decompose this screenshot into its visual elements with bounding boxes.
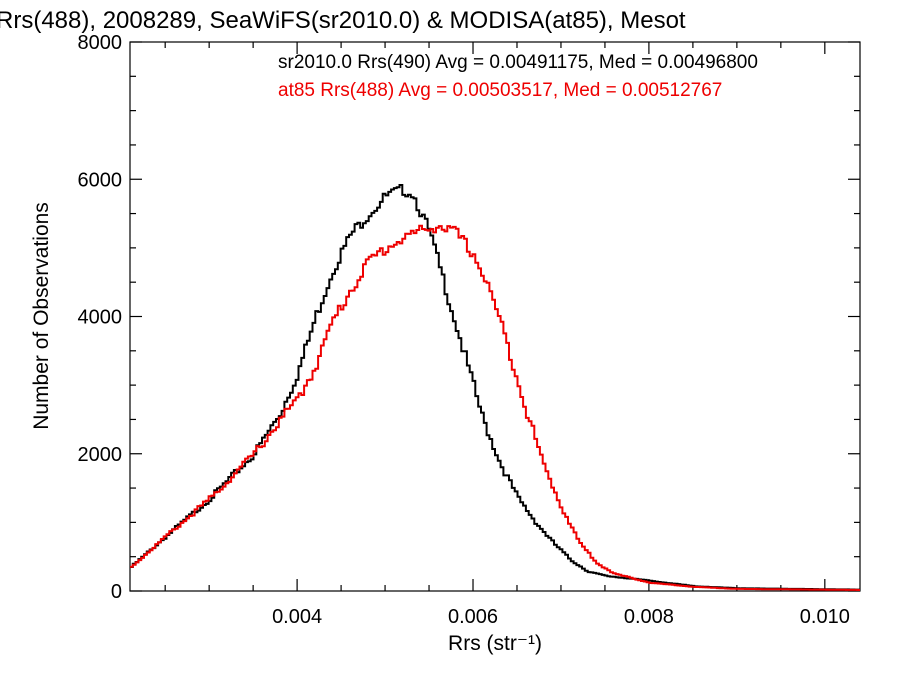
series-sr2010-histogram bbox=[130, 184, 860, 591]
y-tick-label: 6000 bbox=[78, 169, 123, 191]
series-at85-histogram bbox=[130, 224, 860, 591]
legend-entry-red-series: at85 Rrs(488) Avg = 0.00503517, Med = 0.… bbox=[278, 80, 722, 101]
x-tick-label: 0.006 bbox=[448, 606, 498, 628]
x-tick-label: 0.008 bbox=[624, 606, 674, 628]
x-axis-label: Rrs (str⁻¹) bbox=[448, 632, 542, 655]
chart-title: Rrs(488), 2008289, SeaWiFS(sr2010.0) & M… bbox=[0, 7, 686, 34]
plot-border bbox=[129, 41, 861, 592]
y-tick-label: 8000 bbox=[78, 32, 123, 54]
y-tick-label: 0 bbox=[111, 581, 122, 603]
axis-ticks bbox=[130, 41, 860, 592]
plot-frame bbox=[129, 41, 861, 592]
y-tick-label: 2000 bbox=[78, 444, 123, 466]
axis-tick-labels: 0.004 0.006 0.008 0.010 0 2000 4000 6000 8000 bbox=[78, 32, 850, 628]
y-axis-label: Number of Observations bbox=[30, 202, 53, 430]
x-tick-label: 0.004 bbox=[272, 606, 322, 628]
y-tick-label: 4000 bbox=[78, 307, 123, 329]
legend-entry-black-series: sr2010.0 Rrs(490) Avg = 0.00491175, Med … bbox=[278, 52, 758, 73]
x-tick-label: 0.010 bbox=[800, 606, 850, 628]
series-group bbox=[130, 184, 860, 591]
